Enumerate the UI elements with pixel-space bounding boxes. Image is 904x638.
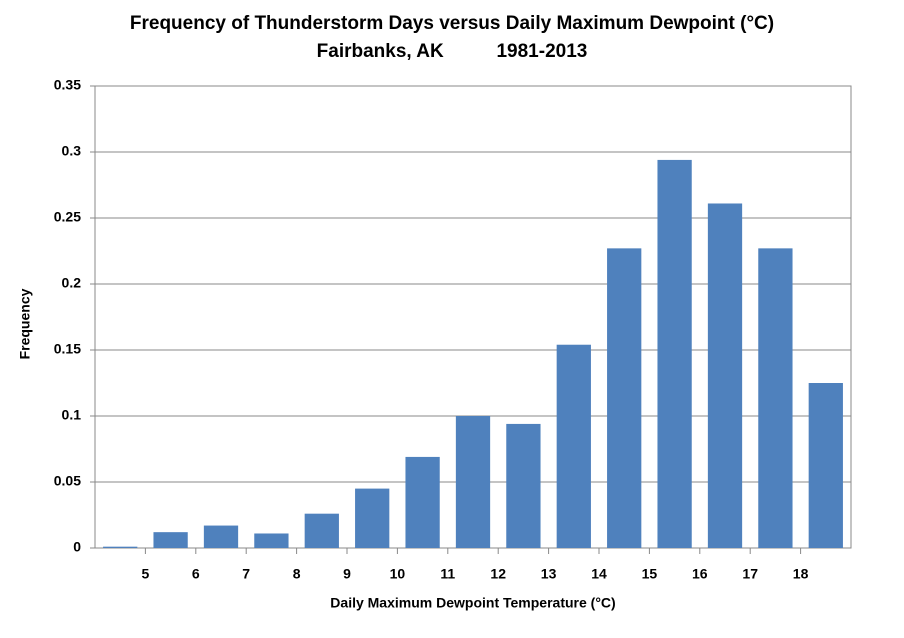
bar — [254, 533, 289, 548]
y-tick-label: 0.15 — [54, 341, 81, 357]
x-tick-label: 16 — [692, 566, 708, 582]
chart-title: Frequency of Thunderstorm Days versus Da… — [130, 13, 774, 34]
y-tick-label: 0.25 — [54, 209, 81, 225]
x-tick-label: 7 — [242, 566, 250, 582]
x-tick-label: 14 — [591, 566, 607, 582]
y-axis-title: Frequency — [17, 288, 33, 359]
x-tick-label: 11 — [440, 566, 455, 582]
bar — [153, 532, 188, 548]
x-tick-label: 9 — [343, 566, 351, 582]
bar — [758, 248, 793, 549]
bar — [556, 344, 591, 548]
bar — [405, 456, 440, 548]
bar — [808, 383, 843, 548]
bar — [355, 488, 390, 548]
x-axis-title: Daily Maximum Dewpoint Temperature (°C) — [330, 595, 615, 611]
x-tick-label: 15 — [642, 566, 658, 582]
x-tick-label: 12 — [490, 566, 506, 582]
x-tick-label: 5 — [142, 566, 150, 582]
x-tick-label: 17 — [742, 566, 758, 582]
x-tick-label: 8 — [293, 566, 301, 582]
bar — [506, 423, 541, 548]
y-tick-label: 0.2 — [62, 275, 82, 291]
bar — [304, 513, 339, 548]
bar — [455, 416, 491, 548]
chart-subtitle: Fairbanks, AK 1981-2013 — [317, 41, 588, 62]
y-tick-label: 0.1 — [62, 407, 82, 423]
bar — [707, 203, 743, 549]
y-tick-label: 0.05 — [54, 473, 81, 489]
x-tick-label: 18 — [793, 566, 809, 582]
x-tick-label: 6 — [192, 566, 200, 582]
bar — [203, 525, 239, 548]
y-tick-label: 0.3 — [62, 143, 82, 159]
x-tick-label: 10 — [390, 566, 406, 582]
x-tick-label: 13 — [541, 566, 557, 582]
y-tick-label: 0 — [73, 539, 81, 555]
bar — [103, 546, 138, 548]
bar — [607, 248, 642, 549]
bar — [657, 159, 692, 549]
y-tick-label: 0.35 — [54, 77, 81, 93]
